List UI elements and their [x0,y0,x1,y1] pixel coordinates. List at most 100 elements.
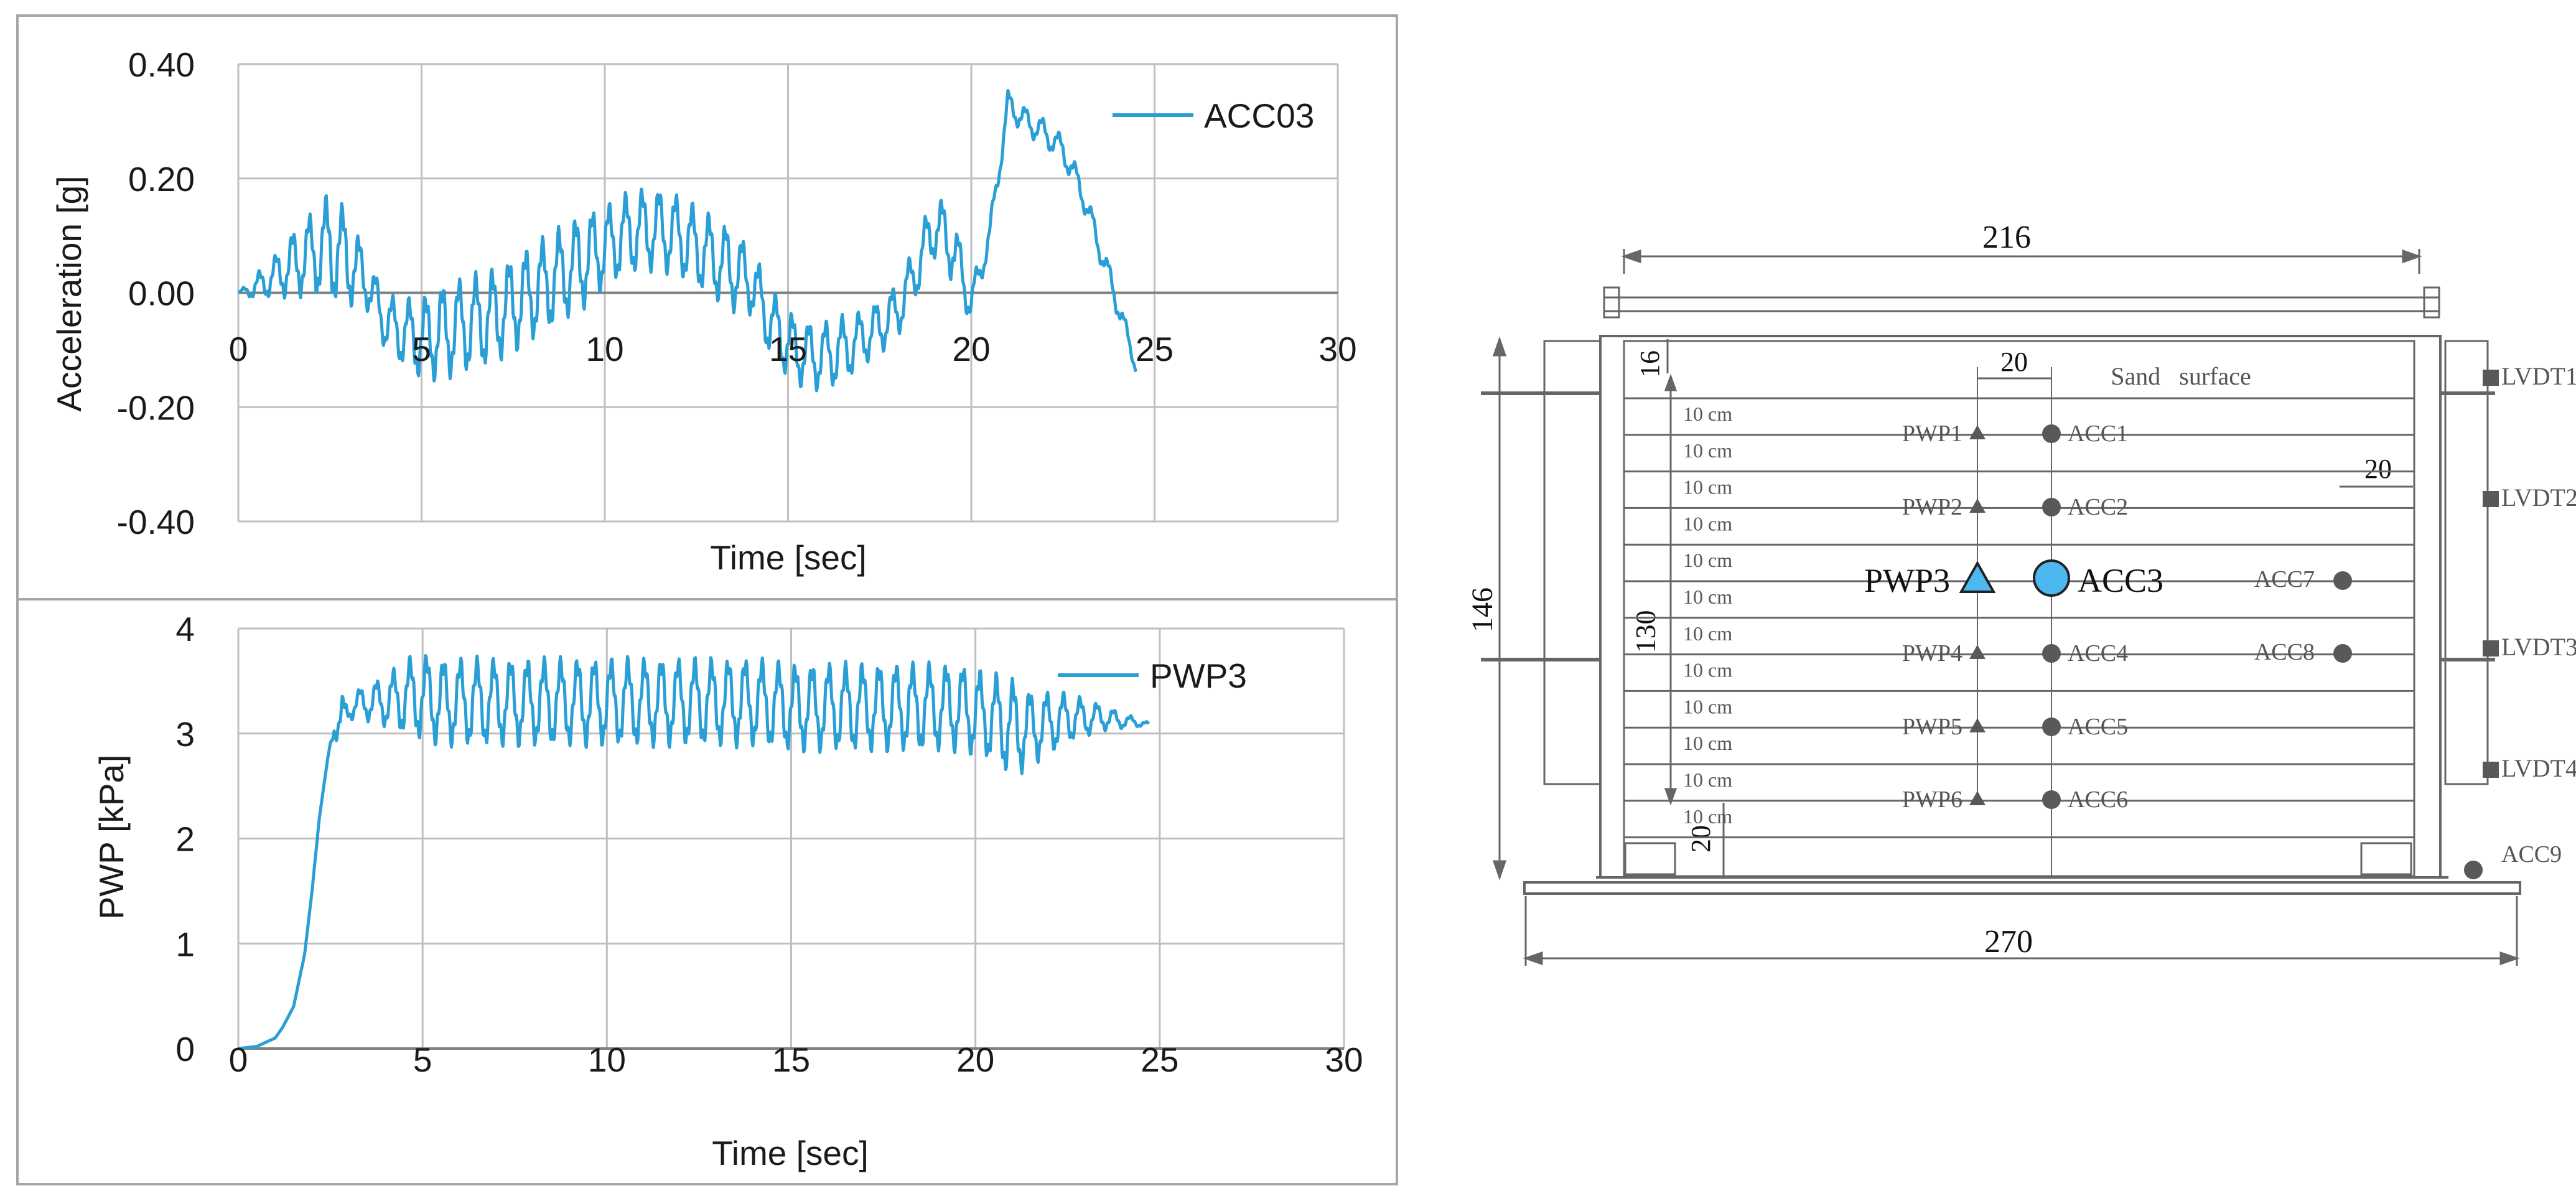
acc-sensor-icon [2464,861,2483,879]
x-tick-label: 20 [956,1040,994,1079]
x-tick-label: 15 [772,1040,810,1079]
x-tick-label: 10 [588,1040,626,1079]
y-axis-label: Acceleration [g] [50,175,88,411]
acc-sensor-label: ACC2 [2068,494,2128,520]
x-tick-label: 30 [1318,330,1356,368]
x-tick-label: 30 [1325,1040,1363,1079]
acc-sensor-icon [2042,424,2061,443]
dim-top-offset: 16 [1635,350,1665,378]
y-tick-label: 4 [175,610,195,648]
x-axis-label: Time [sec] [710,538,867,577]
pwp-sensor-label: PWP3 [1864,562,1950,599]
acc-sensor-label: ACC4 [2068,640,2128,666]
lvdt-sensor-icon [2483,640,2499,657]
dim-top-width: 216 [1982,220,2031,255]
chart-frame-pwp [16,598,1398,1185]
y-tick-label: 3 [175,715,195,754]
x-tick-label: 10 [586,330,623,368]
dim-arrow [1492,336,1507,881]
layer-thickness-label: 10 cm [1683,769,1732,791]
sensors: PWP1 ACC1 PWP2 ACC2 PWP3 ACC3 PWP4 ACC4 PWP5 ACC5… [1864,362,2576,879]
acc-sensor-label: ACC3 [2078,562,2163,599]
y-tick-label: -0.20 [117,388,195,427]
dim-bottom-offset: 20 [1686,825,1716,853]
acc-sensor-icon [2033,559,2070,597]
layer-thickness-label: 10 cm [1683,403,1732,425]
pwp-sensor-icon [1969,498,1986,513]
layer-thickness-label: 10 cm [1683,549,1732,571]
series-line [237,654,1150,1050]
y-tick-label: 0.40 [128,45,195,84]
legend-label: PWP3 [1150,657,1247,695]
acc-sensor-icon [2333,644,2352,663]
layer-thickness-label: 10 cm [1683,695,1732,717]
series-line [237,89,1138,393]
y-tick-label: -0.40 [117,503,195,541]
layer-thickness-label: 10 cm [1683,476,1732,498]
pwp-sensor-icon [1959,560,1996,593]
pwp-sensor-label: PWP1 [1902,421,1962,447]
soil-layers: 10 cm 10 cm 10 cm 10 cm 10 cm 10 cm 10 cm 10 cm… [1624,397,2414,839]
dim-right-offset: 20 [2364,454,2392,484]
dim-arrow [1664,373,1678,806]
chart-acceleration: 0 5 10 15 20 25 30 -0.40 -0.20 0.00 0.20 0.40 Time … [50,45,1357,577]
rail-post [1603,286,1620,319]
acc-sensor-label: ACC6 [2068,787,2128,813]
pwp-sensor-label: PWP2 [1902,494,1962,520]
dim-inner-height: 130 [1630,610,1661,653]
layer-thickness-label: 10 cm [1683,512,1732,535]
acc-sensor-icon [2042,790,2061,809]
acc-sensor-label: ACC5 [2068,714,2128,740]
acc-sensor-icon [2333,571,2352,590]
x-tick-label: 0 [229,330,248,368]
dim-arrow [1523,951,2520,966]
y-axis-label: PWP [kPa] [92,755,131,920]
y-tick-label: 0.00 [128,274,195,313]
y-tick-label: 0 [175,1030,195,1068]
layer-thickness-label: 10 cm [1683,732,1732,754]
dim-total-height: 146 [1466,587,1499,632]
test-setup-diagram: 216 270 146 130 [1466,220,2576,966]
x-axis-label: Time [sec] [712,1134,869,1172]
dim-arrow [1621,249,2422,264]
layer-thickness-label: 10 cm [1683,439,1732,462]
layer-thickness-label: 10 cm [1683,659,1732,681]
base-block [2360,842,2412,876]
pwp-sensor-label: PWP6 [1902,787,1962,813]
y-tick-label: 1 [175,925,195,963]
pwp-sensor-label: PWP5 [1902,714,1962,740]
base-block [1624,842,1676,876]
soil-box-inner [1623,340,2415,877]
pwp-sensor-icon [1969,718,1986,732]
lvdt-sensor-label: LVDT3 [2501,633,2576,661]
base-plate [1523,881,2521,895]
left-frame [1543,340,1602,785]
acc-sensor-label: ACC8 [2254,639,2315,665]
dim-sensor-spacing: 20 [2000,347,2028,377]
acc-sensor-label: ACC1 [2068,421,2128,447]
pwp-sensor-icon [1969,425,1986,439]
layer-thickness-label: 10 cm [1683,586,1732,608]
lvdt-sensor-icon [2483,762,2499,778]
lvdt-sensor-label: LVDT4 [2501,754,2576,782]
lvdt-sensor-icon [2483,491,2499,507]
x-tick-label: 20 [952,330,990,368]
chart-frame-acc [16,14,1398,600]
layer-thickness-label: 10 cm [1683,805,1732,828]
top-rail [1603,296,2440,312]
dim-base-width: 270 [1984,924,2033,960]
acc-sensor-label: ACC7 [2254,566,2315,592]
x-tick-label: 5 [412,330,431,368]
sand-surface-label: Sand surface [2111,362,2251,390]
pwp-sensor-label: PWP4 [1902,640,1962,666]
x-tick-label: 25 [1141,1040,1178,1079]
lvdt-sensor-icon [2483,370,2499,386]
lvdt-sensor-label: LVDT2 [2501,484,2576,512]
y-tick-label: 0.20 [128,160,195,199]
x-tick-label: 15 [769,330,807,368]
acc-sensor-icon [2042,644,2061,663]
right-frame [2444,340,2489,785]
acc-sensor-icon [2042,717,2061,736]
lvdt-sensor-label: LVDT1 [2501,362,2576,390]
